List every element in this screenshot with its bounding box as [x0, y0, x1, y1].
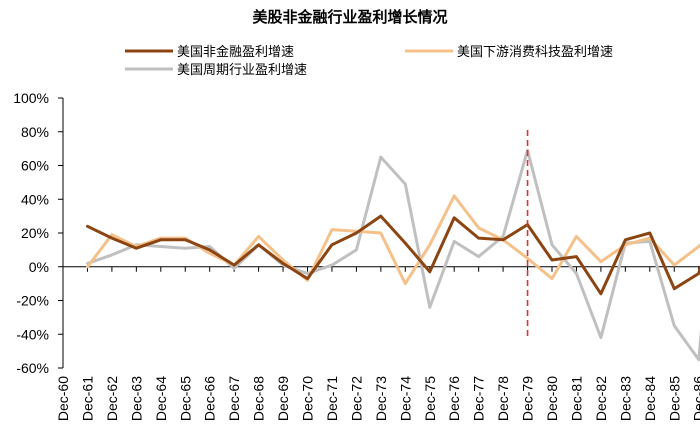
x-tick-label: Dec-65: [177, 376, 193, 421]
x-tick-label: Dec-69: [275, 376, 291, 421]
x-tick-label: Dec-81: [568, 376, 584, 421]
x-tick-label: Dec-82: [593, 376, 609, 421]
y-tick-label: 40%: [21, 191, 49, 207]
x-tick-label: Dec-84: [642, 376, 658, 421]
legend-label: 美国非金融盈利增速: [177, 44, 294, 60]
chart-title: 美股非金融行业盈利增长情况: [252, 8, 448, 26]
y-tick-label: 60%: [21, 158, 49, 174]
x-tick-label: Dec-68: [251, 376, 267, 421]
x-tick-label: Dec-60: [55, 376, 71, 421]
y-tick-label: 80%: [21, 124, 49, 140]
y-axis: 100% 80% 60% 40% 20% 0% -20% -40% -60%: [13, 90, 64, 376]
x-tick-label: Dec-75: [422, 376, 438, 421]
legend-label: 美国周期行业盈利增速: [177, 63, 307, 78]
x-tick-label: Dec-63: [128, 376, 144, 421]
x-tick-label: Dec-78: [495, 376, 511, 421]
y-tick-label: 100%: [13, 90, 49, 106]
x-tick-label: Dec-64: [153, 376, 169, 421]
x-axis: Dec-60 Dec-61 Dec-62 Dec-63 Dec-64 Dec-65 Dec-…: [55, 266, 700, 421]
x-tick-label: Dec-85: [666, 376, 682, 421]
y-tick-label: 20%: [21, 225, 49, 241]
x-tick-label: Dec-61: [79, 376, 95, 421]
x-tick-label: Dec-70: [300, 376, 316, 421]
x-tick-label: Dec-73: [373, 376, 389, 421]
x-tick-label: Dec-72: [348, 376, 364, 421]
x-tick-label: Dec-83: [617, 376, 633, 421]
x-tick-label: Dec-80: [544, 376, 560, 421]
x-tick-label: Dec-62: [104, 376, 120, 421]
y-tick-label: -20%: [16, 293, 49, 309]
x-tick-label: Dec-77: [471, 376, 487, 421]
y-tick-label: 0%: [29, 259, 49, 275]
series-line: [86, 214, 700, 296]
x-tick-label: Dec-74: [397, 376, 413, 421]
y-tick-label: -60%: [16, 360, 49, 376]
x-tick-label: Dec-79: [520, 376, 536, 421]
x-tick-label: Dec-86: [691, 376, 700, 421]
x-tick-label: Dec-76: [446, 376, 462, 421]
legend-label: 美国下游消费科技盈利增速: [457, 45, 613, 60]
x-tick-label: Dec-71: [324, 376, 340, 421]
x-tick-label: Dec-67: [226, 376, 242, 421]
y-tick-label: -40%: [16, 326, 49, 342]
series-line: [86, 148, 700, 362]
series-layer: [86, 148, 700, 362]
x-tick-label: Dec-66: [202, 376, 218, 421]
